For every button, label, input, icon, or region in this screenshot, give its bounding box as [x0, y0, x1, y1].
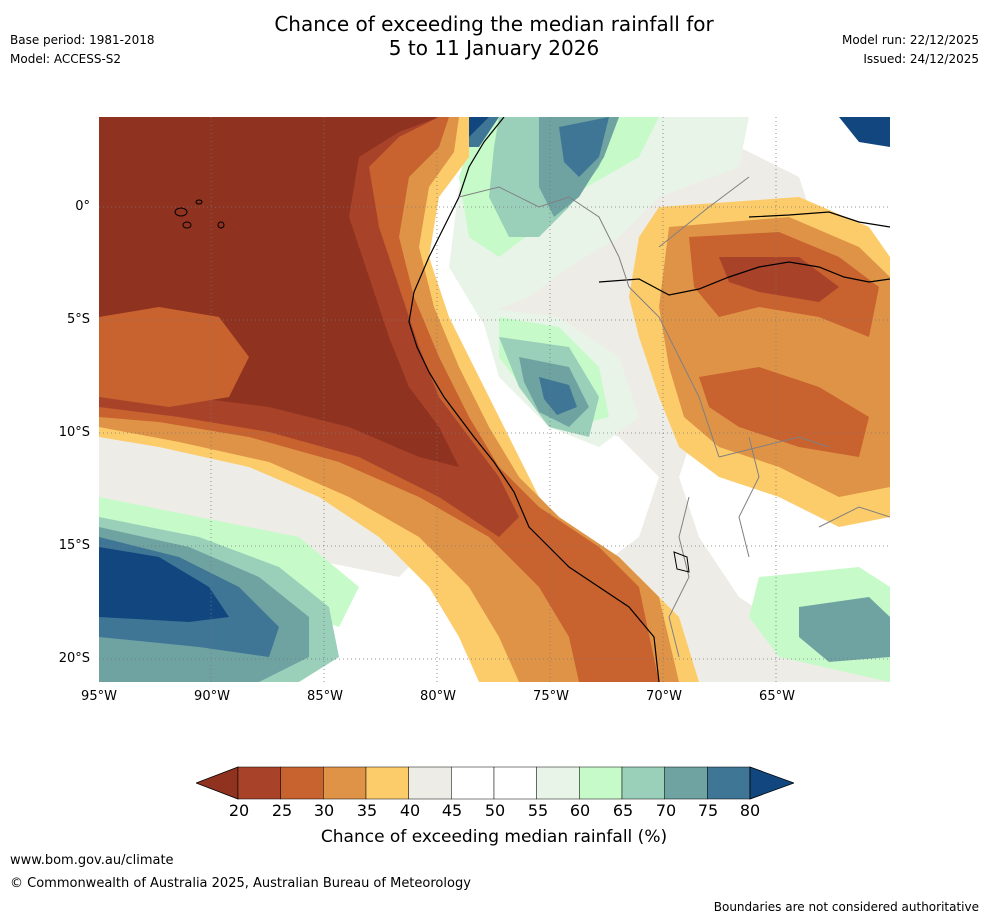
north-coast: [748, 211, 890, 228]
region-70-75-se: [799, 597, 890, 662]
colorbar-extend-high: [749, 766, 794, 800]
cb-tick-70: 70: [655, 801, 677, 820]
rainfall-map: [99, 117, 890, 682]
colorbar-segment: [536, 766, 580, 800]
cb-tick-35: 35: [356, 801, 378, 820]
cb-tick-60: 60: [569, 801, 591, 820]
cb-tick-55: 55: [527, 801, 549, 820]
colorbar-segment: [579, 766, 623, 800]
lat-label-15s: 15°S: [58, 538, 90, 553]
colorbar-segment: [280, 766, 324, 800]
lon-label-75w: 75°W: [533, 689, 569, 704]
colorbar-segment: [707, 766, 751, 800]
model-name: Model: ACCESS-S2: [10, 52, 122, 66]
colorbar-segment: [493, 766, 537, 800]
issued-date: Issued: 24/12/2025: [863, 52, 979, 66]
cb-tick-50: 50: [484, 801, 506, 820]
colorbar-segment: [323, 766, 367, 800]
lon-label-70w: 70°W: [646, 689, 682, 704]
lon-label-80w: 80°W: [420, 689, 456, 704]
coastline: [408, 117, 660, 682]
lon-label-95w: 95°W: [81, 689, 117, 704]
model-run: Model run: 22/12/2025: [841, 33, 979, 47]
cb-tick-20: 20: [228, 801, 250, 820]
cb-tick-75: 75: [697, 801, 719, 820]
lon-label-90w: 90°W: [194, 689, 230, 704]
colorbar-segment: [365, 766, 409, 800]
region-80-ne: [839, 117, 890, 147]
title-line-1: Chance of exceeding the median rainfall …: [274, 12, 714, 36]
region-25-30-pacific-west: [99, 307, 249, 407]
lon-label-65w: 65°W: [759, 689, 795, 704]
cb-tick-80: 80: [739, 801, 761, 820]
colorbar-segment: [664, 766, 708, 800]
region-75-80-colombia: [559, 117, 609, 177]
colorbar-extend-low: [196, 766, 239, 800]
meta-left: Base period: 1981-2018 Model: ACCESS-S2: [10, 31, 155, 69]
title-line-2: 5 to 11 January 2026: [388, 36, 600, 60]
lat-label-5s: 5°S: [66, 312, 90, 327]
cb-tick-45: 45: [441, 801, 463, 820]
lat-label-20s: 20°S: [58, 651, 90, 666]
country-borders: [458, 176, 890, 658]
colorbar-segment: [621, 766, 665, 800]
footer-url[interactable]: www.bom.gov.au/climate: [10, 853, 174, 868]
amazon-river: [598, 261, 890, 296]
cb-tick-25: 25: [271, 801, 293, 820]
region-25-30-amazon-south: [699, 367, 869, 457]
colorbar-segment: [408, 766, 452, 800]
cb-tick-65: 65: [612, 801, 634, 820]
meta-right: Model run: 22/12/2025 Issued: 24/12/2025: [842, 31, 979, 69]
lat-label-10s: 10°S: [58, 425, 90, 440]
colorbar-title: Chance of exceeding median rainfall (%): [320, 827, 668, 847]
cb-tick-40: 40: [399, 801, 421, 820]
region-40-45-west: [99, 437, 439, 577]
cb-tick-30: 30: [313, 801, 335, 820]
base-period: Base period: 1981-2018: [10, 33, 155, 47]
colorbar: [196, 766, 794, 800]
colorbar-segment: [237, 766, 281, 800]
region-75-80-amazon: [539, 377, 577, 415]
lon-label-85w: 85°W: [307, 689, 343, 704]
footer-note: Boundaries are not considered authoritat…: [713, 900, 979, 914]
chart-title: Chance of exceeding the median rainfall …: [0, 12, 988, 60]
lake-titicaca: [673, 551, 690, 573]
footer-copyright: © Commonwealth of Australia 2025, Austra…: [10, 876, 471, 891]
region-80-pacific: [99, 547, 229, 622]
galapagos-islands: [174, 199, 225, 229]
lat-label-0: 0°: [75, 199, 90, 214]
map-svg: [99, 117, 890, 682]
colorbar-segment: [451, 766, 495, 800]
region-20-25-amazon: [719, 257, 839, 302]
